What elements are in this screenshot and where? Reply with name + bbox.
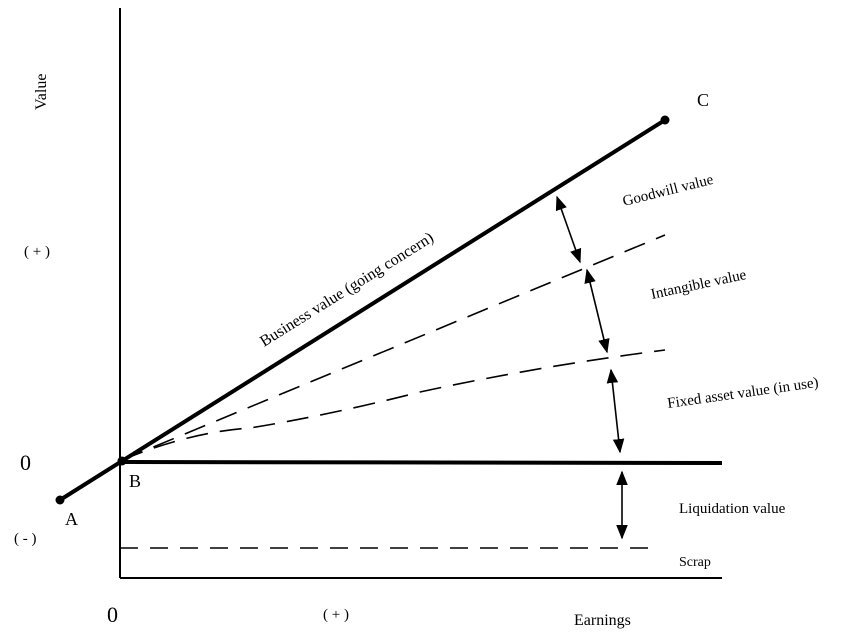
intangible-value-label: Intangible value [650, 267, 749, 303]
point-a-marker [55, 495, 65, 505]
business-value-line [58, 118, 667, 502]
intangible-arrow [584, 268, 610, 354]
y-plus-label: ( + ) [24, 244, 50, 260]
goodwill-value-label: Goodwill value [621, 172, 715, 210]
liquidation-value-label: Liquidation value [679, 501, 786, 517]
point-c-marker [660, 115, 670, 125]
x-axis-label: Earnings [574, 612, 631, 629]
fixed-asset-value-label: Fixed asset value (in use) [666, 375, 819, 412]
x-plus-label: ( + ) [323, 607, 349, 623]
fixed-asset-boundary-dashed [121, 349, 666, 461]
point-c-label: C [697, 90, 709, 110]
y-zero-label: 0 [20, 450, 31, 475]
intangible-boundary-dashed [121, 234, 666, 461]
point-b-marker [117, 456, 127, 466]
business-value-label: Business value (going concern) [257, 229, 437, 350]
y-axis-label: Value [33, 74, 50, 110]
point-a-label: A [65, 509, 78, 529]
goodwill-arrow [555, 195, 582, 264]
fixed-asset-arrow [606, 368, 625, 454]
liquidation-line [119, 460, 723, 465]
x-zero-label: 0 [107, 602, 118, 627]
y-minus-label: ( - ) [14, 531, 37, 547]
scrap-label: Scrap [679, 555, 711, 570]
point-b-label: B [129, 471, 141, 491]
